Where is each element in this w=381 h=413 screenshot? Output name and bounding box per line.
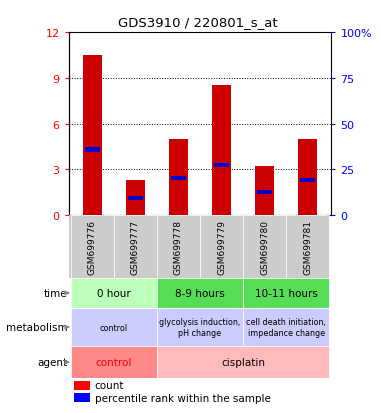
- Bar: [71, 216, 114, 278]
- Text: 0 hour: 0 hour: [97, 288, 131, 298]
- Bar: [214, 163, 229, 167]
- Text: control: control: [96, 357, 132, 367]
- Bar: [71, 347, 157, 378]
- Text: cell death initiation,
impedance change: cell death initiation, impedance change: [246, 318, 326, 337]
- Text: metabolism: metabolism: [6, 322, 68, 332]
- Text: 10-11 hours: 10-11 hours: [255, 288, 318, 298]
- Bar: [71, 308, 157, 347]
- Bar: [200, 216, 243, 278]
- Bar: [255, 167, 274, 216]
- Text: GSM699778: GSM699778: [174, 219, 183, 274]
- Text: cisplatin: cisplatin: [221, 357, 265, 367]
- Bar: [286, 216, 329, 278]
- Bar: [157, 216, 200, 278]
- Text: GSM699776: GSM699776: [88, 219, 97, 274]
- Text: count: count: [95, 380, 124, 391]
- Bar: [301, 178, 315, 183]
- Bar: [243, 308, 329, 347]
- Text: GSM699780: GSM699780: [260, 219, 269, 274]
- Text: GSM699777: GSM699777: [131, 219, 140, 274]
- Bar: [74, 393, 90, 402]
- Text: glycolysis induction,
pH change: glycolysis induction, pH change: [159, 318, 241, 337]
- Bar: [298, 140, 317, 216]
- Text: GDS3910 / 220801_s_at: GDS3910 / 220801_s_at: [118, 16, 278, 29]
- Bar: [212, 86, 231, 216]
- Bar: [157, 308, 243, 347]
- Text: time: time: [44, 288, 68, 298]
- Bar: [171, 177, 186, 181]
- Bar: [157, 347, 329, 378]
- Bar: [258, 190, 272, 195]
- Bar: [74, 381, 90, 390]
- Bar: [126, 180, 145, 216]
- Bar: [85, 148, 99, 152]
- Text: percentile rank within the sample: percentile rank within the sample: [95, 393, 271, 403]
- Bar: [128, 197, 142, 201]
- Bar: [243, 278, 329, 308]
- Bar: [169, 140, 188, 216]
- Bar: [114, 216, 157, 278]
- Bar: [83, 56, 102, 216]
- Text: GSM699779: GSM699779: [217, 219, 226, 274]
- Text: agent: agent: [38, 357, 68, 367]
- Text: 8-9 hours: 8-9 hours: [175, 288, 225, 298]
- Bar: [157, 278, 243, 308]
- Bar: [243, 216, 286, 278]
- Text: control: control: [100, 323, 128, 332]
- Bar: [71, 278, 157, 308]
- Text: GSM699781: GSM699781: [303, 219, 312, 274]
